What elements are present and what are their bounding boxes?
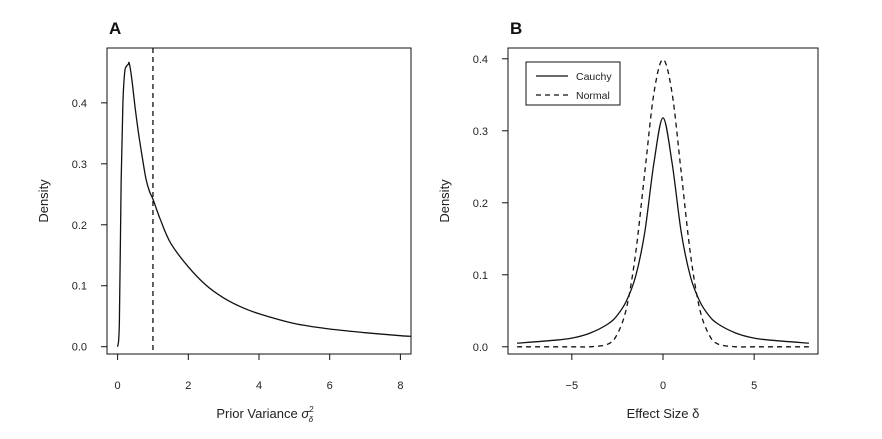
panel-b-series-normal xyxy=(517,58,809,348)
panel-a-x-axis-title-sub: δ xyxy=(309,415,314,424)
legend-cauchy-label: Cauchy xyxy=(576,71,612,83)
panel-b-y-tick-label: 0.3 xyxy=(473,126,488,138)
panel-b-marks xyxy=(517,58,809,348)
panel-b-y-tick-label: 0.0 xyxy=(473,342,488,354)
panel-a-x-axis-title-symbol: σ xyxy=(301,406,310,421)
panel-a: A 0 2 4 6 8 0.0 0.1 0.2 0.3 0.4 Density Prior Va… xyxy=(36,19,412,424)
panel-a-y-tick-label: 0.1 xyxy=(72,281,87,293)
panel-a-x-axis-title: Prior Variance σ2 δ xyxy=(216,405,314,424)
panel-a-x-axis: 0 2 4 6 8 xyxy=(115,354,403,392)
panel-a-y-tick-label: 0.3 xyxy=(72,159,87,171)
panel-a-y-axis-title: Density xyxy=(36,179,51,223)
panel-b-x-tick-label: 0 xyxy=(660,380,666,392)
panel-b-y-tick-label: 0.4 xyxy=(473,54,488,66)
panel-a-x-tick-label: 0 xyxy=(115,380,121,392)
panel-a-y-tick-label: 0.4 xyxy=(72,98,87,110)
panel-b-letter: B xyxy=(510,19,522,38)
panel-a-letter: A xyxy=(109,19,121,38)
panel-b-x-axis-title: Effect Size δ xyxy=(627,406,700,421)
panel-a-y-tick-label: 0.0 xyxy=(72,342,87,354)
panel-b-x-tick-label: 5 xyxy=(751,380,757,392)
panel-b-y-tick-label: 0.1 xyxy=(473,270,488,282)
panel-a-x-tick-label: 2 xyxy=(185,380,191,392)
panel-b-y-axis: 0.0 0.1 0.2 0.3 0.4 xyxy=(473,54,508,354)
panel-b-series-cauchy xyxy=(517,117,809,344)
panel-b-x-tick-label: −5 xyxy=(566,380,579,392)
panel-a-y-axis: 0.0 0.1 0.2 0.3 0.4 xyxy=(72,98,107,354)
panel-a-y-tick-label: 0.2 xyxy=(72,220,87,232)
panel-a-x-axis-title-sup: 2 xyxy=(309,405,314,414)
panel-a-x-tick-label: 4 xyxy=(256,380,262,392)
legend-normal-label: Normal xyxy=(576,90,610,102)
panel-b-x-axis: −5 0 5 xyxy=(566,354,757,392)
panel-a-x-tick-label: 8 xyxy=(397,380,403,392)
panel-b-y-axis-title: Density xyxy=(437,179,452,223)
legend-box xyxy=(525,61,621,106)
panel-b-y-tick-label: 0.2 xyxy=(473,198,488,210)
panel-a-x-axis-title-main: Prior Variance xyxy=(216,406,301,421)
panel-b: B −5 0 5 0.0 0.1 0.2 0.3 0.4 Density Effect Si… xyxy=(437,19,819,421)
panel-a-series-density xyxy=(116,61,412,347)
panel-b-legend: Cauchy Normal xyxy=(525,61,621,106)
panel-a-x-tick-label: 6 xyxy=(327,380,333,392)
panel-a-marks xyxy=(116,48,412,354)
